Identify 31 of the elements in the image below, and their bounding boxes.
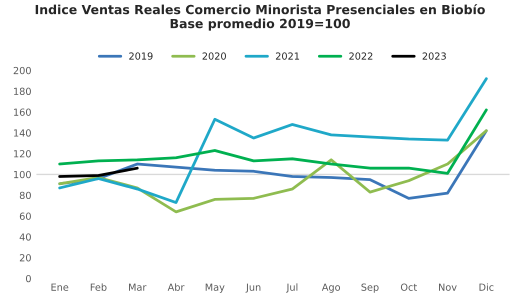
- y-tick-label: 180: [14, 88, 31, 96]
- legend-label: 2020: [202, 52, 226, 60]
- y-tick-label: 200: [14, 66, 31, 74]
- y-tick-label: 160: [14, 108, 31, 116]
- x-tick-label: Mar: [129, 284, 146, 291]
- legend-label: 2021: [276, 52, 300, 60]
- x-tick-label: Jul: [286, 283, 298, 293]
- x-tick-label: Oct: [400, 283, 417, 291]
- legend-label: 2019: [129, 52, 153, 60]
- x-tick-label: Ene: [51, 284, 68, 291]
- x-tick-label: Nov: [439, 284, 457, 291]
- x-tick-label: Ago: [322, 284, 340, 293]
- y-tick-label: 120: [14, 150, 31, 158]
- legend-label: 2023: [422, 52, 446, 60]
- x-tick-label: Abr: [168, 283, 184, 291]
- line-series: [58, 77, 488, 204]
- line-series: [58, 108, 488, 175]
- y-tick-label: 20: [20, 254, 31, 262]
- x-tick-label: Feb: [90, 283, 107, 291]
- x-tick-label: Sep: [361, 283, 379, 293]
- y-tick-label: 40: [20, 233, 31, 241]
- legend-label: 2022: [349, 52, 372, 60]
- y-tick-label: 80: [20, 192, 31, 200]
- y-tick-label: 100: [14, 170, 31, 178]
- x-tick-label: May: [206, 284, 225, 293]
- chart-title: Indice Ventas Reales Comercio Minorista Presenciales en Biobío Base promedio 2019=100: [36, 4, 485, 31]
- y-tick-label: 0: [26, 274, 31, 282]
- x-tick-label: Dic: [480, 283, 494, 291]
- x-tick-label: Jun: [246, 284, 260, 293]
- y-tick-label: 60: [20, 212, 31, 220]
- y-tick-label: 140: [14, 129, 31, 137]
